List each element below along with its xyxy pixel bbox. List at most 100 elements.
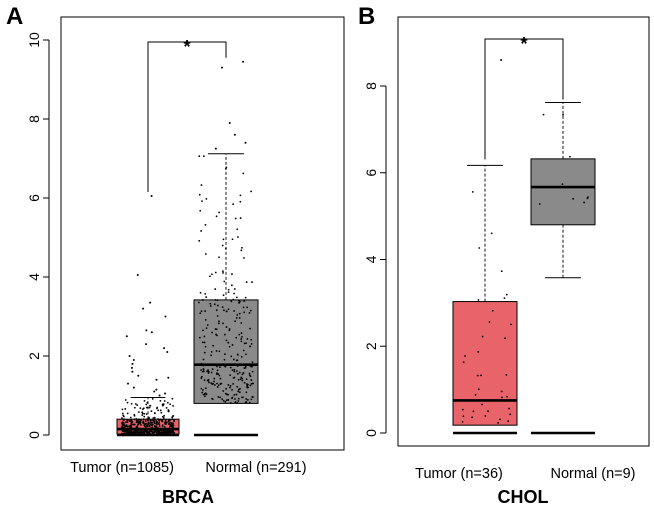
data-point — [198, 239, 201, 242]
data-point — [202, 358, 205, 361]
data-point — [201, 341, 204, 344]
data-point — [218, 211, 221, 214]
data-point — [202, 368, 205, 371]
data-point — [245, 353, 247, 356]
data-point — [225, 310, 228, 313]
data-point — [198, 336, 201, 339]
data-point — [153, 418, 156, 421]
data-point — [225, 399, 228, 402]
data-point — [136, 420, 138, 423]
data-point — [153, 412, 156, 414]
data-point — [155, 429, 158, 432]
data-point — [169, 419, 171, 422]
data-point — [215, 350, 218, 352]
data-point — [235, 336, 238, 339]
data-point — [122, 419, 125, 422]
data-point — [206, 324, 209, 326]
data-point — [227, 341, 230, 344]
data-point — [246, 363, 248, 366]
data-point — [237, 400, 240, 402]
data-point — [209, 275, 211, 278]
outlier-point — [155, 388, 158, 391]
data-point — [477, 388, 480, 391]
data-point — [211, 273, 213, 276]
data-point — [136, 424, 139, 427]
data-point — [507, 420, 510, 423]
outlier-point — [164, 315, 167, 318]
data-point — [233, 288, 236, 290]
data-point — [162, 417, 165, 419]
data-point — [231, 388, 233, 391]
points-normal — [197, 60, 254, 404]
data-point — [237, 378, 240, 381]
data-point — [219, 377, 222, 380]
data-point — [130, 418, 133, 421]
data-point — [211, 331, 214, 334]
data-point — [149, 433, 151, 435]
data-point — [227, 288, 230, 291]
data-point — [203, 379, 206, 381]
data-point — [233, 292, 235, 295]
data-point — [249, 327, 251, 330]
data-point — [237, 388, 240, 391]
data-point — [231, 238, 234, 241]
data-point — [223, 364, 226, 367]
data-point — [133, 423, 136, 426]
data-point — [201, 391, 204, 394]
data-point — [148, 425, 151, 428]
data-point — [205, 197, 208, 200]
data-point — [199, 291, 202, 294]
data-point — [137, 433, 140, 436]
data-point — [164, 420, 167, 423]
data-point — [236, 385, 239, 388]
data-point — [243, 342, 246, 345]
data-point — [150, 424, 153, 426]
data-point — [120, 432, 123, 435]
outlier-point — [132, 386, 135, 389]
data-point — [236, 353, 239, 356]
data-point — [151, 419, 154, 422]
data-point — [232, 203, 235, 206]
data-point — [228, 345, 231, 348]
data-point — [474, 393, 477, 396]
data-point — [168, 410, 170, 412]
data-point — [206, 370, 208, 373]
points-normal — [538, 113, 589, 205]
data-point — [148, 422, 150, 425]
data-point — [210, 354, 213, 357]
outlier-point — [158, 394, 161, 397]
outlier-point — [131, 362, 134, 365]
data-point — [153, 429, 156, 432]
data-point — [232, 383, 235, 385]
data-point — [572, 197, 575, 200]
data-point — [121, 417, 123, 419]
data-point — [250, 382, 253, 385]
data-point — [243, 381, 246, 384]
y-tick-label: 4 — [26, 273, 42, 281]
data-point — [236, 370, 238, 372]
data-point — [249, 345, 252, 348]
data-point — [171, 397, 174, 400]
data-point — [203, 351, 206, 354]
data-point — [126, 429, 129, 432]
data-point — [501, 396, 503, 399]
data-point — [505, 293, 508, 296]
data-point — [148, 417, 151, 420]
data-point — [233, 310, 235, 312]
data-point — [158, 423, 161, 426]
data-point — [126, 412, 129, 415]
data-point — [244, 365, 247, 368]
data-point — [146, 418, 148, 420]
data-point — [150, 410, 153, 413]
data-point — [150, 428, 153, 431]
data-point — [461, 421, 464, 423]
data-point — [130, 426, 133, 429]
data-point — [245, 281, 248, 283]
group-label: Normal (n=9) — [550, 466, 635, 482]
data-point — [241, 335, 243, 338]
data-point — [153, 425, 156, 427]
group-label: Tumor (n=1085) — [70, 460, 174, 476]
data-point — [246, 398, 249, 401]
data-point — [213, 377, 216, 380]
data-point — [143, 431, 146, 433]
